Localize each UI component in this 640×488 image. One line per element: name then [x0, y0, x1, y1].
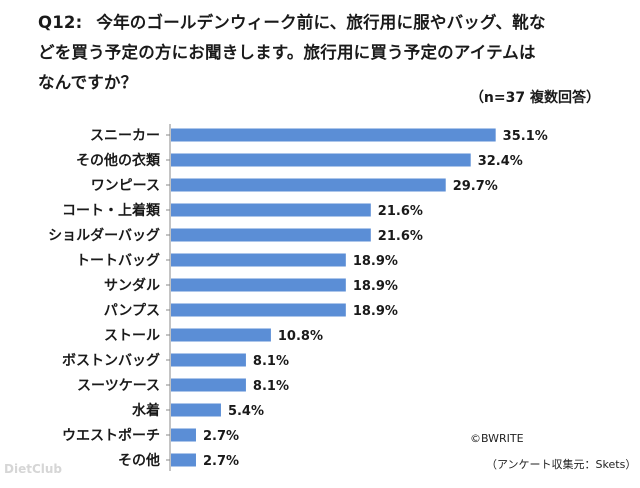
- copyright-text: ©BWRITE: [470, 432, 524, 445]
- question-line-2: どを買う予定の方にお聞きします。旅行用に買う予定のアイテムは: [38, 43, 536, 62]
- bar: [171, 203, 371, 217]
- data-label: 2.7%: [203, 454, 239, 469]
- category-label: スニーカー: [90, 128, 160, 144]
- sample-note: （n=37 複数回答）: [469, 90, 600, 106]
- data-label: 35.1%: [503, 129, 548, 144]
- category-label: 水着: [132, 402, 160, 419]
- category-label: ワンピース: [91, 178, 160, 194]
- category-label: サンダル: [104, 277, 160, 294]
- question-number: Q12:: [38, 13, 83, 32]
- bar: [171, 253, 346, 267]
- question-line-3: なんですか？: [38, 73, 138, 92]
- data-label: 29.7%: [453, 179, 498, 194]
- category-label: スーツケース: [77, 378, 160, 394]
- data-label: 5.4%: [228, 404, 264, 419]
- bar: [171, 278, 346, 292]
- data-label: 18.9%: [353, 279, 398, 294]
- category-label: ショルダーバッグ: [48, 227, 160, 244]
- data-label: 21.6%: [378, 204, 423, 219]
- category-label: ウエストポーチ: [62, 427, 160, 444]
- category-label: その他: [118, 452, 160, 469]
- question-line-1-text: 今年のゴールデンウィーク前に、旅行用に服やバッグ、靴な: [96, 13, 546, 32]
- source-text: （アンケート収集元：Skets）: [486, 458, 637, 471]
- data-label: 10.8%: [278, 329, 323, 344]
- bar: [171, 128, 496, 142]
- bar: [171, 353, 246, 367]
- data-label: 18.9%: [353, 304, 398, 319]
- data-label: 8.1%: [253, 354, 289, 369]
- question-line-1: Q12: 今年のゴールデンウィーク前に、旅行用に服やバッグ、靴な: [38, 8, 628, 38]
- watermark: DietClub: [4, 462, 63, 476]
- data-label: 21.6%: [378, 229, 423, 244]
- category-label: パンプス: [104, 303, 160, 319]
- data-label: 8.1%: [253, 379, 289, 394]
- bar: [171, 428, 196, 442]
- bar: [171, 453, 196, 467]
- category-label: トートバッグ: [76, 252, 160, 269]
- bar: [171, 378, 246, 392]
- category-label: ストール: [104, 328, 160, 344]
- category-label: ボストンバッグ: [62, 352, 160, 369]
- bar: [171, 153, 471, 167]
- bar: [171, 178, 446, 192]
- bar: [171, 328, 271, 342]
- category-label: その他の衣類: [76, 152, 161, 169]
- bar: [171, 403, 221, 417]
- bar: [171, 303, 346, 317]
- category-label: コート・上着類: [62, 202, 161, 219]
- data-label: 18.9%: [353, 254, 398, 269]
- bar: [171, 228, 371, 242]
- data-label: 2.7%: [203, 429, 239, 444]
- data-label: 32.4%: [478, 154, 523, 169]
- question-text: Q12: 今年のゴールデンウィーク前に、旅行用に服やバッグ、靴な どを買う予定の方…: [38, 8, 628, 98]
